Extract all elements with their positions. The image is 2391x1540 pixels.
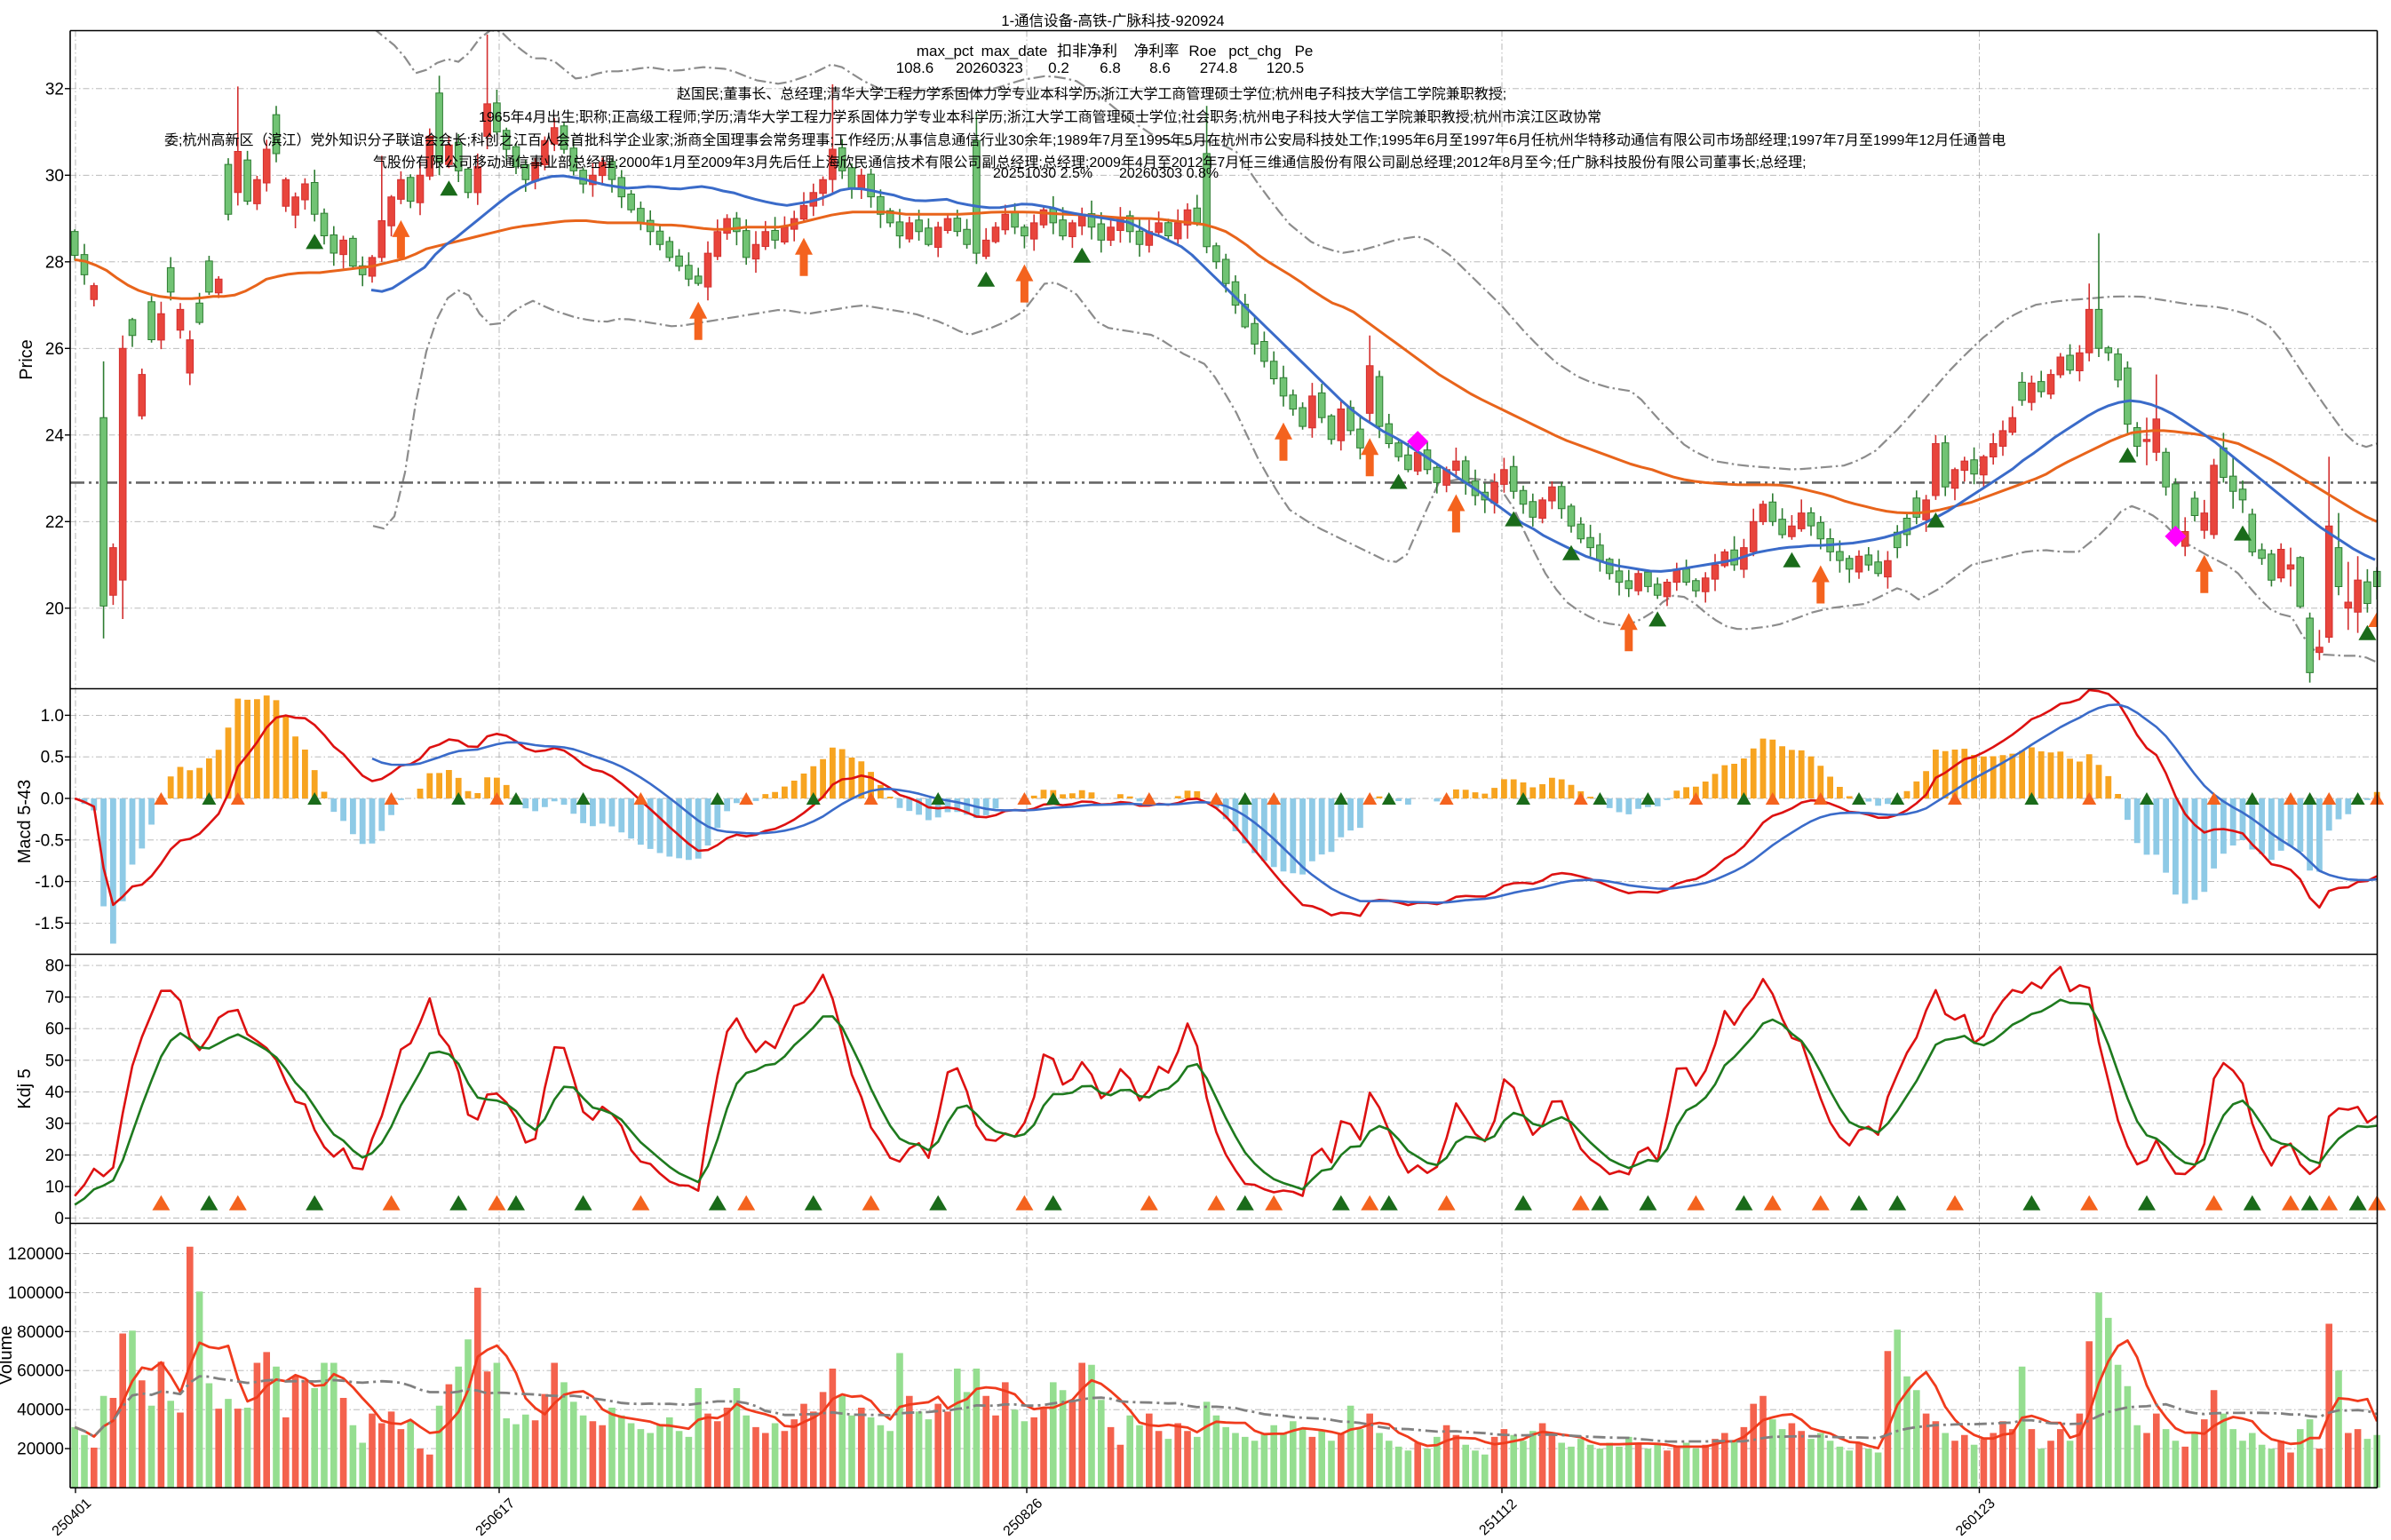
svg-text:Pe: Pe [1295,43,1314,60]
svg-text:Macd 5-43: Macd 5-43 [15,780,35,864]
svg-text:22: 22 [45,513,64,532]
svg-text:max_date: max_date [981,43,1048,60]
svg-text:6.8: 6.8 [1100,60,1121,76]
svg-text:Volume: Volume [0,1326,16,1385]
svg-text:108.6: 108.6 [896,60,934,76]
svg-text:净利率: 净利率 [1134,43,1180,60]
svg-text:1-通信设备-高铁-广脉科技-920924: 1-通信设备-高铁-广脉科技-920924 [1001,12,1224,29]
svg-text:60: 60 [45,1020,64,1039]
svg-text:50: 50 [45,1052,64,1070]
svg-text:30: 30 [45,1115,64,1133]
svg-text:120.5: 120.5 [1267,60,1305,76]
svg-text:-1.5: -1.5 [35,915,64,933]
svg-text:max_pct: max_pct [917,43,974,60]
svg-text:0.5: 0.5 [41,749,64,767]
svg-text:委;杭州高新区（滨江）党外知识分子联谊会会长;科创之江百人会: 委;杭州高新区（滨江）党外知识分子联谊会会长;科创之江百人会首批科学企业家;浙商… [164,131,2006,148]
svg-text:-1.0: -1.0 [35,873,64,892]
svg-text:274.8: 274.8 [1200,60,1238,76]
svg-text:20251030 2.5%: 20251030 2.5% [993,166,1092,181]
svg-text:-0.5: -0.5 [35,831,64,850]
svg-text:赵国民;董事长、总经理;清华大学工程力学系固体力学专业本科学: 赵国民;董事长、总经理;清华大学工程力学系固体力学专业本科学历;浙江大学工商管理… [677,86,1506,102]
svg-text:20260303 0.8%: 20260303 0.8% [1119,166,1219,181]
svg-text:28: 28 [45,253,64,272]
svg-text:100000: 100000 [8,1284,64,1303]
svg-text:8.6: 8.6 [1149,60,1171,76]
svg-text:120000: 120000 [8,1245,64,1264]
svg-text:30: 30 [45,167,64,186]
svg-text:70: 70 [45,988,64,1007]
svg-text:20260323: 20260323 [956,60,1023,76]
svg-text:20: 20 [45,599,64,618]
svg-text:气股份有限公司移动通信事业部总经理;2000年1月至2009: 气股份有限公司移动通信事业部总经理;2000年1月至2009年3月先后任上海欣民… [373,155,1807,171]
svg-text:扣非净利: 扣非净利 [1057,43,1117,60]
svg-text:Kdj 5: Kdj 5 [15,1068,35,1109]
svg-text:1965年4月出生;职称;正高级工程师;学历;清华大学工程力: 1965年4月出生;职称;正高级工程师;学历;清华大学工程力学系固体力学专业本科… [479,109,1601,125]
svg-text:80000: 80000 [17,1323,64,1342]
svg-text:Roe: Roe [1188,43,1216,60]
svg-text:40000: 40000 [17,1401,64,1420]
svg-text:20: 20 [45,1147,64,1165]
svg-text:32: 32 [45,80,64,99]
svg-text:24: 24 [45,426,65,445]
svg-text:10: 10 [45,1179,64,1197]
svg-text:40: 40 [45,1084,64,1102]
svg-text:pct_chg: pct_chg [1228,43,1282,60]
svg-text:0.2: 0.2 [1048,60,1069,76]
svg-text:20000: 20000 [17,1441,64,1459]
svg-text:0.0: 0.0 [41,790,64,809]
svg-text:26: 26 [45,340,64,359]
svg-text:60000: 60000 [17,1362,64,1381]
svg-text:Price: Price [17,339,36,380]
svg-text:1.0: 1.0 [41,707,64,726]
svg-text:0: 0 [54,1210,64,1228]
svg-text:80: 80 [45,957,64,976]
